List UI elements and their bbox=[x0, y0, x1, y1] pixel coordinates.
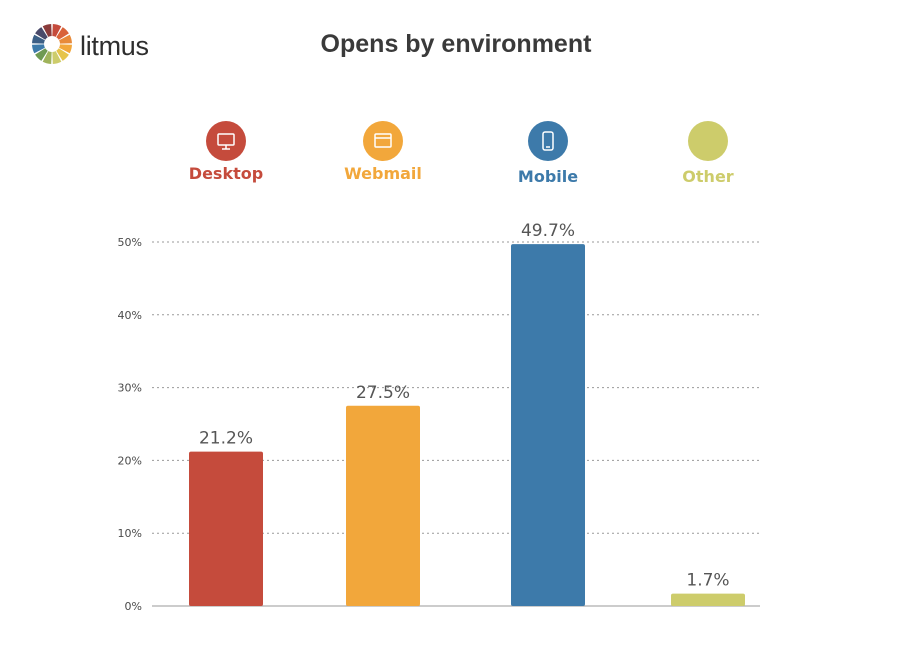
category-legend: Desktop Webmail Mobile Other bbox=[189, 121, 734, 186]
value-label-other: 1.7% bbox=[686, 571, 729, 591]
value-label-webmail: 27.5% bbox=[356, 383, 410, 403]
bar-desktop bbox=[189, 451, 263, 606]
mobile-icon bbox=[528, 121, 568, 161]
y-axis-ticks: 0% 10% 20% 30% 40% 50% bbox=[118, 236, 142, 613]
bar-mobile bbox=[511, 244, 585, 606]
bar-webmail bbox=[346, 405, 420, 606]
logo-wheel-segment bbox=[52, 24, 62, 37]
y-tick-label: 30% bbox=[118, 382, 142, 395]
logo-wheel-segment bbox=[56, 27, 69, 40]
bar-other bbox=[671, 593, 745, 606]
logo-wheel-segment bbox=[52, 51, 62, 64]
y-tick-label: 10% bbox=[118, 527, 142, 540]
logo-wheel-segment bbox=[32, 34, 45, 44]
webmail-icon bbox=[363, 121, 403, 161]
legend-label-desktop: Desktop bbox=[189, 164, 263, 183]
bars: 21.2% 27.5% 49.7% 1.7% bbox=[189, 221, 745, 606]
logo-wheel-segment bbox=[42, 24, 52, 37]
desktop-icon bbox=[206, 121, 246, 161]
y-tick-label: 0% bbox=[125, 600, 142, 613]
y-tick-label: 20% bbox=[118, 454, 142, 467]
y-tick-label: 50% bbox=[118, 236, 142, 249]
logo-wheel-segment bbox=[35, 27, 48, 40]
value-label-desktop: 21.2% bbox=[199, 429, 253, 449]
logo-wheel-segment bbox=[42, 51, 52, 64]
brand-name: litmus bbox=[80, 31, 149, 61]
logo-wheel-segment bbox=[35, 48, 48, 61]
value-label-mobile: 49.7% bbox=[521, 221, 575, 241]
legend-label-mobile: Mobile bbox=[518, 167, 578, 186]
legend-label-other: Other bbox=[682, 167, 733, 186]
logo-wheel-segment bbox=[59, 44, 72, 54]
y-tick-label: 40% bbox=[118, 309, 142, 322]
chart-title: Opens by environment bbox=[320, 30, 592, 58]
litmus-logo bbox=[32, 24, 72, 64]
logo-wheel-segment bbox=[32, 44, 45, 54]
legend-label-webmail: Webmail bbox=[344, 164, 422, 183]
logo-wheel-segment bbox=[59, 34, 72, 44]
logo-wheel-segment bbox=[56, 48, 69, 61]
other-icon bbox=[688, 121, 728, 161]
